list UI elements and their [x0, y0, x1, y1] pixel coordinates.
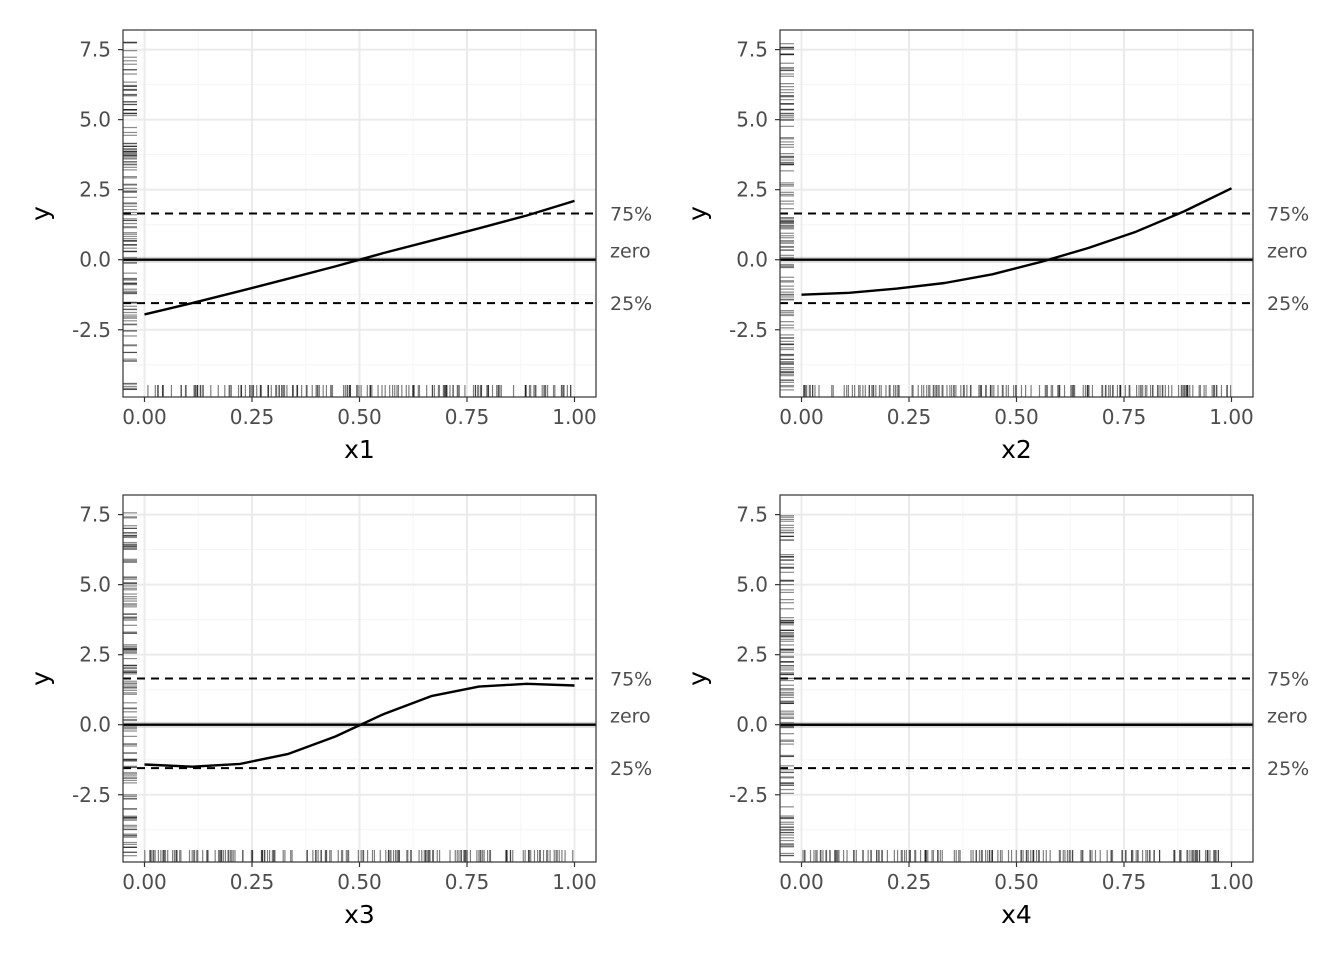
reference-label: 75%: [610, 669, 652, 691]
x-tick-label: 0.50: [337, 870, 382, 894]
panel-3: 75% zero 25% 0.00 0.25 0.50 0.75 1.00 -2.5 0.0 2.5…: [26, 494, 652, 929]
panel-2: 75% zero 25% 0.00 0.25 0.50 0.75 1.00 -2.5 0.0 2.5…: [683, 29, 1309, 464]
reference-label: 75%: [610, 204, 652, 226]
y-tick-label: 2.5: [736, 178, 768, 202]
y-tick-label: 5.0: [736, 108, 768, 132]
panel-1: 75% zero 25% 0.00 0.25 0.50 0.75 1.00 -2.5 0.0 2.5…: [26, 29, 652, 464]
reference-label: zero: [1267, 241, 1308, 263]
y-axis-title: y: [683, 671, 712, 686]
x-tick-label: 1.00: [1209, 405, 1254, 429]
series-line: [144, 199, 575, 316]
rug-marks: [780, 43, 1232, 397]
y-axis-title: y: [683, 206, 712, 221]
x-tick-label: 0.00: [779, 405, 824, 429]
y-tick-label: 5.0: [736, 573, 768, 597]
x-tick-label: 0.50: [994, 405, 1039, 429]
reference-label: 25%: [1267, 293, 1309, 315]
y-tick-label: 7.5: [736, 38, 768, 62]
x-axis-title: x1: [344, 435, 375, 464]
x-tick-label: 0.25: [887, 405, 932, 429]
y-tick-label: 0.0: [79, 248, 111, 272]
y-tick-label: 0.0: [736, 713, 768, 737]
x-tick-label: 1.00: [1209, 870, 1254, 894]
y-tick-label: 7.5: [736, 503, 768, 527]
x-tick-label: 0.00: [779, 870, 824, 894]
x-tick-label: 1.00: [552, 405, 597, 429]
x-tick-label: 0.75: [1102, 405, 1147, 429]
reference-label: zero: [610, 241, 651, 263]
y-tick-label: 0.0: [736, 248, 768, 272]
x-tick-label: 0.00: [122, 870, 167, 894]
reference-label: zero: [610, 706, 651, 728]
y-tick-label: 2.5: [736, 643, 768, 667]
x-tick-label: 0.75: [1102, 870, 1147, 894]
panel-4: 75% zero 25% 0.00 0.25 0.50 0.75 1.00 -2.5 0.0 2.5…: [683, 494, 1309, 929]
y-tick-label: 5.0: [79, 573, 111, 597]
y-tick-label: 0.0: [79, 713, 111, 737]
x-tick-label: 0.25: [230, 870, 275, 894]
x-tick-label: 0.50: [994, 870, 1039, 894]
y-tick-label: -2.5: [72, 783, 111, 807]
x-axis-title: x3: [344, 900, 375, 929]
reference-label: 25%: [610, 293, 652, 315]
x-tick-label: 0.00: [122, 405, 167, 429]
x-tick-label: 0.25: [887, 870, 932, 894]
reference-label: 25%: [610, 758, 652, 780]
x-axis-title: x2: [1001, 435, 1032, 464]
rug-marks: [123, 41, 572, 397]
y-tick-label: -2.5: [729, 318, 768, 342]
y-tick-label: 7.5: [79, 38, 111, 62]
y-axis-title: y: [26, 671, 55, 686]
y-axis-title: y: [26, 206, 55, 221]
y-tick-label: 2.5: [79, 178, 111, 202]
series-line: [144, 682, 575, 768]
x-tick-label: 0.25: [230, 405, 275, 429]
x-tick-label: 0.75: [445, 870, 490, 894]
y-tick-label: -2.5: [72, 318, 111, 342]
x-axis-title: x4: [1001, 900, 1032, 929]
x-tick-label: 1.00: [552, 870, 597, 894]
x-tick-label: 0.50: [337, 405, 382, 429]
x-tick-label: 0.75: [445, 405, 490, 429]
reference-label: 75%: [1267, 669, 1309, 691]
series-line: [801, 187, 1233, 296]
reference-label: 25%: [1267, 758, 1309, 780]
y-tick-label: -2.5: [729, 783, 768, 807]
y-tick-label: 2.5: [79, 643, 111, 667]
y-tick-label: 7.5: [79, 503, 111, 527]
rug-marks: [780, 515, 1220, 862]
rug-marks: [123, 512, 574, 862]
reference-label: 75%: [1267, 204, 1309, 226]
reference-label: zero: [1267, 706, 1308, 728]
y-tick-label: 5.0: [79, 108, 111, 132]
